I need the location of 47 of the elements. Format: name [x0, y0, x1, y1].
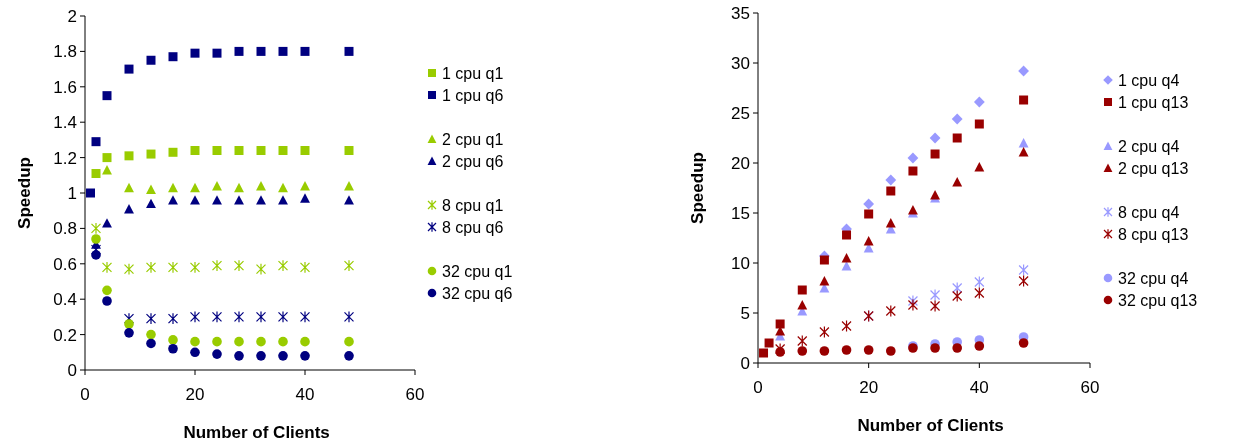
legend-label: 2 cpu q6 [442, 152, 504, 170]
x-tick-label: 20 [859, 378, 879, 397]
x-tick-label: 60 [1080, 378, 1100, 397]
x-tick-label: 20 [185, 385, 205, 404]
x-tick-label: 60 [405, 385, 425, 404]
legend-label: 8 cpu q1 [442, 196, 504, 214]
legend-label: 2 cpu q4 [1118, 137, 1180, 155]
legend-label: 8 cpu q6 [442, 218, 504, 236]
y-tick-label: 1 [67, 183, 77, 203]
y-tick-label: 1.4 [53, 113, 77, 133]
y-tick-label: 30 [731, 53, 750, 73]
y-tick-label: 15 [731, 203, 750, 223]
legend-label: 32 cpu q1 [442, 262, 513, 280]
legend-label: 1 cpu q1 [442, 64, 504, 82]
legend-label: 2 cpu q13 [1118, 159, 1189, 177]
y-tick-label: 0.6 [53, 254, 77, 274]
legend-label: 1 cpu q6 [442, 86, 504, 104]
y-axis-title: Speedup [688, 152, 707, 224]
x-tick-label: 0 [753, 378, 763, 397]
y-tick-label: 25 [731, 103, 750, 123]
y-tick-label: 2 [67, 6, 77, 26]
y-tick-label: 0 [740, 353, 750, 373]
y-tick-label: 5 [740, 303, 750, 323]
legend-label: 8 cpu q4 [1118, 203, 1180, 221]
y-tick-label: 0 [67, 360, 77, 380]
y-tick-label: 1.8 [53, 42, 77, 62]
y-tick-label: 10 [731, 253, 750, 273]
x-tick-label: 0 [80, 385, 90, 404]
x-tick-label: 40 [295, 385, 315, 404]
legend-label: 32 cpu q6 [442, 284, 513, 302]
y-axis-title: Speedup [15, 157, 34, 229]
y-tick-label: 0.4 [53, 290, 77, 310]
y-tick-label: 0.2 [53, 325, 77, 345]
legend-label: 1 cpu q13 [1118, 93, 1189, 111]
y-tick-label: 35 [731, 3, 750, 23]
y-tick-label: 1.6 [53, 77, 77, 97]
y-tick-label: 20 [731, 153, 750, 173]
x-axis-title: Number of Clients [183, 423, 330, 442]
x-tick-label: 40 [969, 378, 989, 397]
legend-label: 32 cpu q13 [1118, 291, 1198, 309]
legend-label: 1 cpu q4 [1118, 71, 1180, 89]
legend-label: 2 cpu q1 [442, 130, 504, 148]
x-axis-title: Number of Clients [857, 416, 1004, 435]
y-tick-label: 0.8 [53, 219, 77, 239]
legend-label: 8 cpu q13 [1118, 225, 1189, 243]
legend-label: 32 cpu q4 [1118, 269, 1189, 287]
y-tick-label: 1.2 [53, 148, 77, 168]
